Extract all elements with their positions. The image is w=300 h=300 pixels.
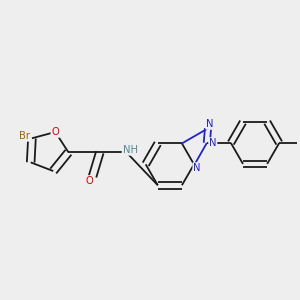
Text: O: O bbox=[51, 127, 59, 137]
Text: N: N bbox=[209, 138, 217, 148]
Text: NH: NH bbox=[122, 145, 137, 155]
Text: N: N bbox=[193, 163, 201, 173]
Text: Br: Br bbox=[19, 131, 30, 141]
Text: N: N bbox=[206, 119, 214, 129]
Text: O: O bbox=[85, 176, 93, 186]
